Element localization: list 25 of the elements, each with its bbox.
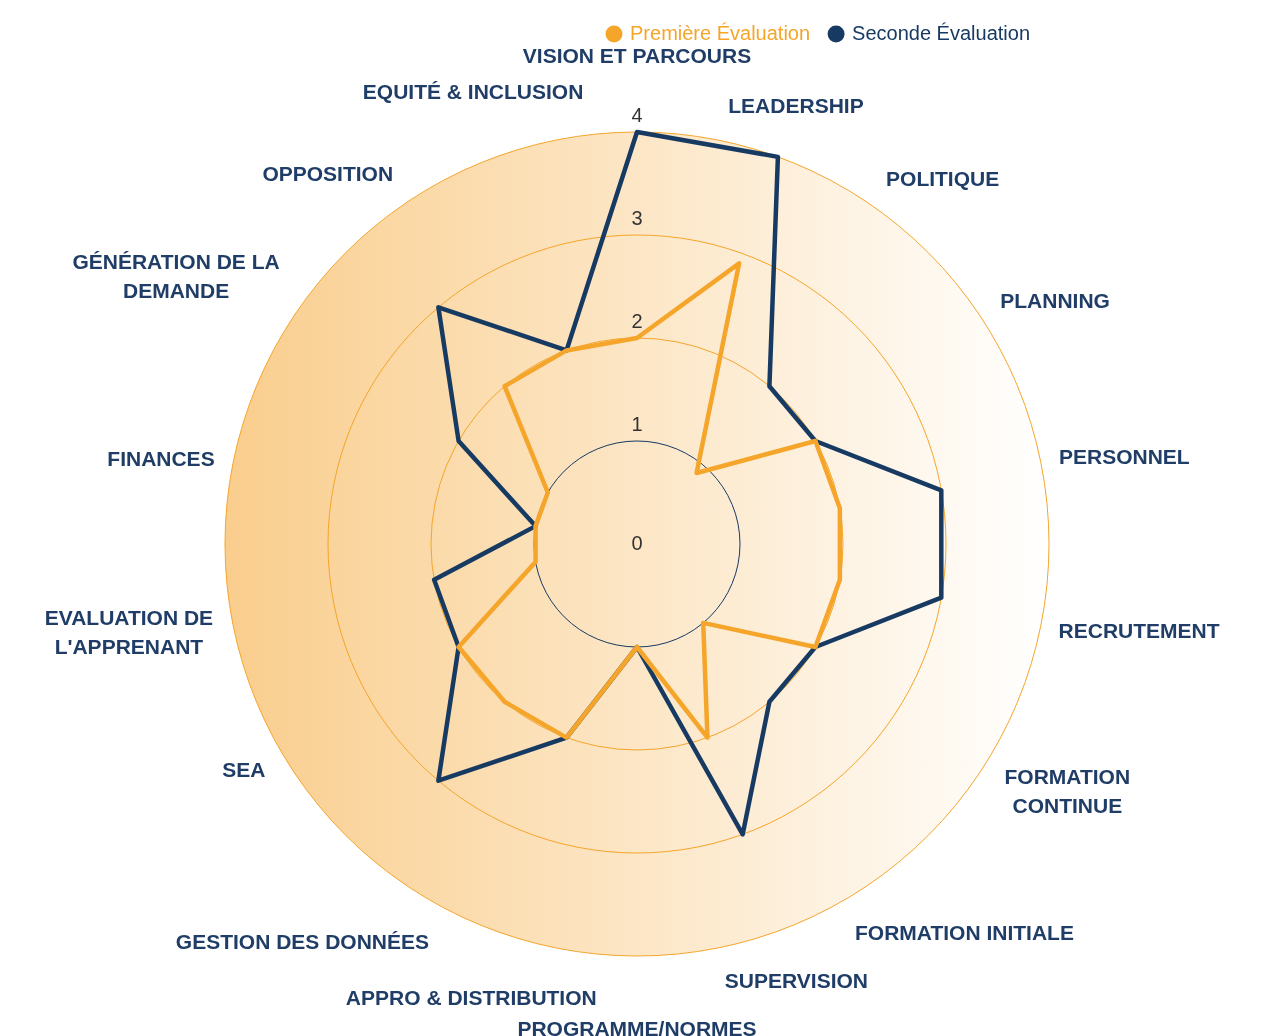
spoke-label: GESTION DES DONNÉES [175,929,430,953]
spoke-label: SUPERVISION [724,968,868,992]
y-tick-label: 4 [631,103,643,126]
spoke-label: FORMATION INITIALE [855,921,1074,945]
spoke-label: PERSONNEL [1059,444,1190,468]
legend-label: Première Évaluation [630,21,811,44]
y-tick-label: 3 [631,206,643,229]
y-tick-label: 0 [631,531,643,554]
spoke-label: RECRUTEMENT [1058,619,1220,643]
spoke-label: PROGRAMME/NORMES [517,1017,757,1036]
spoke-label: EQUITÉ & INCLUSION [362,80,584,104]
spoke-label: SEA [222,757,266,781]
y-tick-label: 2 [631,309,643,332]
spoke-label: EVALUATION DE L'APPRENANT [44,605,214,658]
spoke-label: PLANNING [1000,289,1110,313]
spoke-label: VISION ET PARCOURS [522,44,752,68]
spoke-label: FINANCES [107,446,215,470]
spoke-label: LEADERSHIP [728,94,864,118]
spoke-label: GÉNÉRATION DE LA DEMANDE [72,250,280,303]
y-tick-label: 1 [631,412,643,435]
legend-label: Seconde Évaluation [852,21,1031,44]
spoke-label: POLITIQUE [886,166,1000,190]
spoke-label: OPPOSITION [262,162,394,186]
spoke-label: FORMATION CONTINUE [1004,764,1131,817]
spoke-label: APPRO & DISTRIBUTION [345,986,597,1010]
